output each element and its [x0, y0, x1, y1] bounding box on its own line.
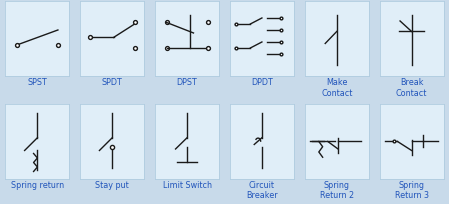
- Text: Spring return: Spring return: [11, 180, 64, 189]
- Text: DPDT: DPDT: [251, 78, 273, 87]
- Text: Break
Contact: Break Contact: [396, 78, 427, 97]
- Text: Circuit
Breaker: Circuit Breaker: [246, 180, 278, 199]
- Text: SPDT: SPDT: [102, 78, 123, 87]
- Text: DPST: DPST: [177, 78, 198, 87]
- Text: Spring
Return 2: Spring Return 2: [320, 180, 354, 199]
- Text: Stay put: Stay put: [95, 180, 129, 189]
- Text: Make
Contact: Make Contact: [321, 78, 352, 97]
- Text: Limit Switch: Limit Switch: [163, 180, 211, 189]
- Text: Spring
Return 3: Spring Return 3: [395, 180, 429, 199]
- Text: SPST: SPST: [27, 78, 47, 87]
